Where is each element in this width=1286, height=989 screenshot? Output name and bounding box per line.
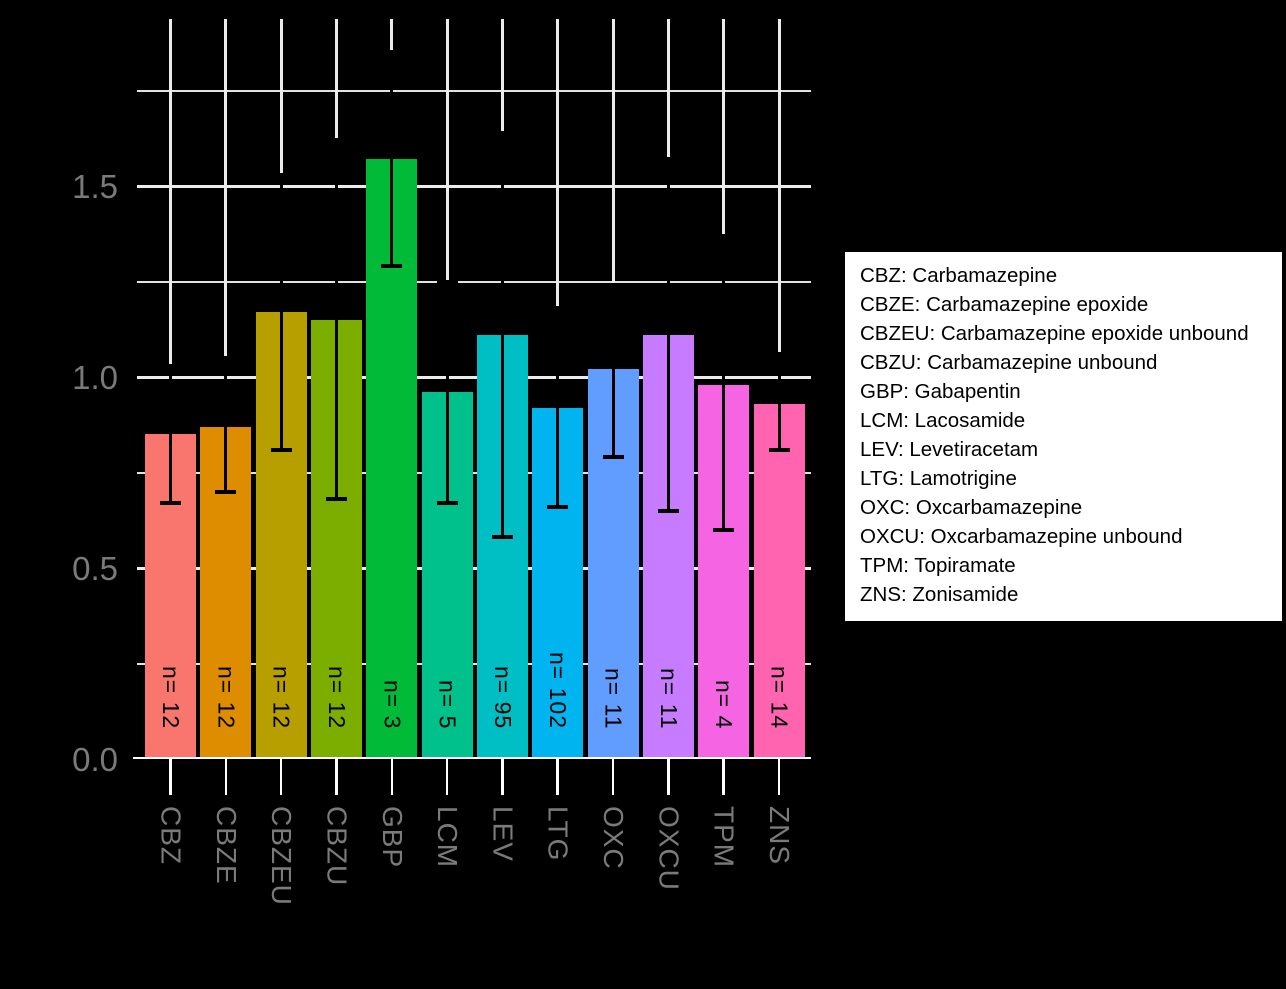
x-axis-label: OXC	[598, 806, 630, 870]
error-bar-cap-top	[713, 233, 735, 238]
legend-entry: OXC: Oxcarbamazepine	[860, 496, 1083, 519]
legend-entry: TPM: Topiramate	[860, 554, 1016, 577]
legend-entry: OXCU: Oxcarbamazepine unbound	[860, 525, 1183, 548]
bar-count-label: n= 11	[600, 667, 627, 730]
error-bar-cap-bottom	[325, 497, 347, 502]
x-axis-tick	[722, 759, 725, 795]
bar-count-label: n= 12	[323, 665, 350, 729]
legend-entry: ZNS: Zonisamide	[860, 583, 1019, 606]
error-bar-cap-bottom	[436, 501, 458, 506]
bar-count-label: n= 14	[766, 665, 793, 729]
x-axis-label: LEV	[487, 806, 519, 862]
x-axis-tick	[777, 759, 781, 795]
y-major-gridline	[137, 184, 811, 188]
x-axis-label: CBZE	[210, 806, 242, 885]
error-bar-cap-bottom	[270, 447, 292, 452]
x-axis-tick	[611, 759, 615, 795]
y-axis-label: 1.5	[72, 168, 118, 206]
bar-count-label: n= 12	[213, 665, 240, 729]
bar-count-label: n= 4	[711, 679, 738, 729]
x-axis-label: TPM	[708, 806, 740, 869]
bar-count-label: n= 12	[268, 665, 295, 729]
x-axis-label: ZNS	[764, 806, 796, 865]
error-bar-cap-top	[602, 283, 624, 288]
error-bar-cap-top	[325, 138, 347, 143]
x-axis-label: GBP	[376, 806, 408, 869]
x-axis-label: OXCU	[653, 806, 685, 891]
y-axis-label: 1.0	[72, 359, 118, 397]
bar-count-label: n= 11	[655, 667, 682, 730]
error-bar-line	[169, 365, 172, 504]
bar-count-label: n= 3	[379, 679, 406, 729]
bar-count-label: n= 102	[545, 652, 572, 729]
bar-count-label: n= 12	[158, 665, 184, 729]
y-major-gridline	[137, 566, 811, 570]
x-axis-label: CBZ	[155, 806, 187, 865]
error-bar-cap-bottom	[768, 447, 790, 452]
legend-entry: GBP: Gabapentin	[860, 380, 1021, 403]
error-bar-cap-bottom	[602, 455, 624, 460]
error-bar-line	[777, 354, 781, 450]
error-bar-line	[390, 52, 394, 267]
legend-entry: CBZEU: Carbamazepine epoxide unbound	[860, 322, 1249, 345]
x-axis-tick	[445, 759, 449, 795]
x-axis-label: LTG	[542, 806, 574, 862]
error-bar-line	[556, 308, 560, 507]
legend-entry: LTG: Lamotrigine	[860, 467, 1017, 490]
bar	[753, 403, 805, 759]
x-axis-tick	[390, 759, 394, 795]
error-bar-cap-top	[491, 130, 513, 135]
x-axis-line	[133, 756, 811, 759]
y-major-gridline	[137, 375, 811, 379]
error-bar-line	[279, 174, 283, 450]
error-bar-cap-bottom	[160, 501, 181, 506]
x-axis-tick	[224, 759, 228, 795]
y-minor-gridline	[137, 471, 811, 474]
error-bar-cap-bottom	[547, 504, 569, 509]
x-axis-tick	[335, 759, 338, 795]
x-axis-tick	[556, 759, 559, 795]
error-bar-cap-top	[657, 157, 679, 162]
x-axis-tick	[501, 759, 504, 795]
bar-count-label: n= 5	[434, 679, 461, 729]
error-bar-cap-bottom	[657, 508, 679, 513]
y-minor-gridline	[137, 280, 811, 283]
bar-count-label: n= 95	[489, 665, 516, 729]
x-axis-tick	[667, 759, 670, 795]
error-bar-cap-bottom	[491, 535, 513, 540]
x-axis-tick	[169, 759, 172, 795]
error-bar-cap-top	[160, 363, 181, 368]
error-bar-cap-top	[270, 172, 292, 177]
error-bar-cap-bottom	[713, 527, 735, 532]
y-axis-label: 0.0	[72, 741, 118, 779]
legend-entry: CBZU: Carbamazepine unbound	[860, 351, 1158, 374]
error-bar-cap-top	[215, 355, 237, 360]
error-bar-cap-bottom	[215, 489, 237, 494]
error-bar-line	[334, 140, 338, 500]
legend-entry: CBZE: Carbamazepine epoxide	[860, 293, 1149, 316]
x-axis-label: CBZEU	[266, 806, 298, 906]
y-minor-gridline	[137, 89, 811, 92]
y-minor-gridline	[137, 662, 811, 665]
y-axis-label: 0.5	[72, 550, 118, 588]
legend-entry: LCM: Lacosamide	[860, 409, 1026, 432]
error-bar-line	[611, 285, 615, 458]
error-bar-line	[500, 132, 504, 538]
error-bar-cap-top	[436, 279, 458, 284]
error-bar-cap-top	[768, 352, 790, 357]
error-bar-cap-bottom	[381, 264, 403, 269]
legend-entry: LEV: Levetiracetam	[860, 438, 1039, 461]
x-axis-label: CBZU	[321, 806, 353, 887]
error-bar-line	[224, 357, 228, 492]
error-bar-cap-top	[381, 50, 403, 55]
legend-box: CBZ: Carbamazepine CBZE: Carbamazepine ep…	[843, 250, 1284, 623]
error-bar-line	[666, 159, 670, 511]
x-axis-label: LCM	[432, 806, 464, 869]
error-bar-line	[445, 281, 449, 504]
x-axis-tick	[279, 759, 283, 795]
legend-entry: CBZ: Carbamazepine	[860, 264, 1058, 287]
error-bar-line	[722, 235, 726, 530]
error-bar-cap-top	[547, 306, 569, 311]
